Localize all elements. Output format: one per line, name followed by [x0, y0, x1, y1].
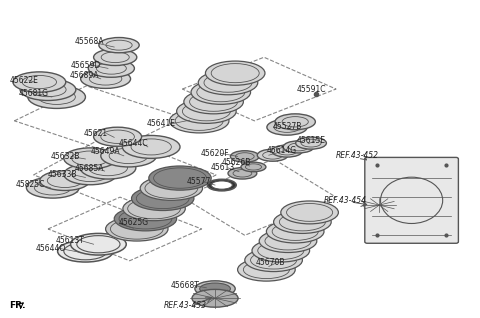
Ellipse shape — [228, 168, 257, 179]
Text: 45633B: 45633B — [48, 170, 77, 179]
Ellipse shape — [283, 141, 314, 153]
Ellipse shape — [58, 240, 113, 262]
Ellipse shape — [28, 86, 85, 108]
Ellipse shape — [149, 166, 211, 190]
Ellipse shape — [114, 207, 177, 231]
Ellipse shape — [20, 79, 76, 100]
Text: REF.43-454: REF.43-454 — [324, 196, 367, 205]
Ellipse shape — [245, 249, 302, 272]
Ellipse shape — [241, 162, 266, 172]
Text: 45644O: 45644O — [36, 244, 66, 252]
Text: 45620F: 45620F — [201, 149, 229, 158]
Ellipse shape — [94, 127, 142, 146]
Text: 45649A: 45649A — [90, 147, 120, 156]
Ellipse shape — [257, 149, 288, 161]
Ellipse shape — [71, 233, 126, 255]
Ellipse shape — [275, 114, 315, 130]
Ellipse shape — [296, 137, 326, 149]
Text: 45632B: 45632B — [50, 152, 80, 161]
Ellipse shape — [64, 164, 117, 185]
Ellipse shape — [94, 49, 137, 66]
Ellipse shape — [184, 90, 243, 114]
Ellipse shape — [40, 171, 90, 190]
Text: 45527B: 45527B — [273, 122, 302, 131]
Ellipse shape — [140, 176, 203, 200]
Text: 45621: 45621 — [84, 129, 108, 138]
Text: 45591C: 45591C — [297, 85, 326, 94]
Ellipse shape — [230, 151, 259, 162]
Ellipse shape — [267, 119, 307, 135]
Ellipse shape — [64, 148, 117, 169]
Ellipse shape — [177, 99, 236, 123]
Ellipse shape — [281, 201, 338, 224]
Text: 45659D: 45659D — [71, 61, 101, 70]
Text: 45622E: 45622E — [10, 76, 38, 85]
Ellipse shape — [266, 220, 324, 243]
Text: 45825C: 45825C — [15, 180, 45, 189]
Text: 45681G: 45681G — [18, 89, 48, 98]
Ellipse shape — [192, 289, 238, 307]
Text: 45641E: 45641E — [146, 119, 175, 128]
Ellipse shape — [364, 199, 395, 211]
Ellipse shape — [252, 239, 310, 262]
Ellipse shape — [198, 71, 258, 95]
Text: 45577: 45577 — [186, 177, 211, 186]
Ellipse shape — [274, 211, 331, 233]
Ellipse shape — [80, 157, 136, 179]
Text: 45613T: 45613T — [55, 236, 84, 245]
Ellipse shape — [88, 59, 134, 77]
Text: FR.: FR. — [9, 301, 25, 310]
Ellipse shape — [99, 38, 139, 53]
Ellipse shape — [132, 186, 194, 211]
Ellipse shape — [169, 109, 229, 133]
Text: 45615E: 45615E — [297, 136, 325, 145]
Ellipse shape — [123, 197, 185, 221]
Text: 45625G: 45625G — [119, 218, 149, 227]
Ellipse shape — [272, 145, 302, 157]
FancyBboxPatch shape — [365, 157, 458, 243]
Text: 45644C: 45644C — [119, 139, 149, 148]
Ellipse shape — [205, 61, 265, 85]
Ellipse shape — [106, 217, 168, 241]
Text: 45568A: 45568A — [74, 38, 104, 46]
Text: 45689A: 45689A — [70, 71, 99, 80]
Ellipse shape — [122, 135, 180, 158]
Text: 45668T: 45668T — [170, 281, 199, 290]
Ellipse shape — [259, 230, 317, 252]
Ellipse shape — [195, 281, 235, 297]
Ellipse shape — [81, 69, 131, 88]
Ellipse shape — [211, 181, 232, 189]
Ellipse shape — [26, 177, 79, 198]
Ellipse shape — [207, 179, 236, 191]
Ellipse shape — [13, 72, 66, 92]
Text: 45614G: 45614G — [266, 146, 297, 155]
Text: REF.43-452: REF.43-452 — [336, 151, 379, 160]
Text: REF.43-453: REF.43-453 — [163, 301, 206, 310]
Text: 45685A: 45685A — [74, 164, 104, 173]
Text: 45613: 45613 — [210, 163, 235, 172]
Ellipse shape — [200, 283, 230, 294]
Text: 45626B: 45626B — [222, 158, 251, 167]
Ellipse shape — [191, 80, 251, 104]
Text: 45670B: 45670B — [255, 258, 285, 267]
Ellipse shape — [238, 258, 295, 281]
Ellipse shape — [101, 145, 156, 167]
